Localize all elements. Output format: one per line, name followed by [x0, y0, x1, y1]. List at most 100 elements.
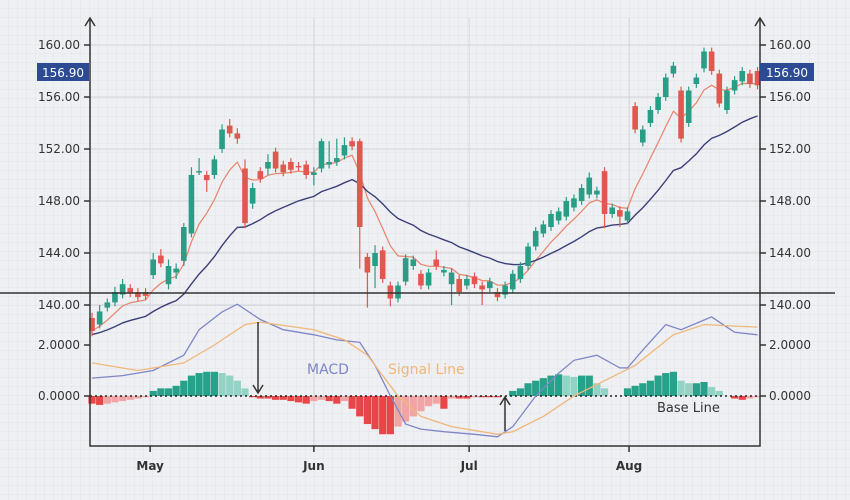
up-arrow-icon: [499, 395, 511, 431]
histogram-bar: [241, 388, 249, 396]
candle: [181, 223, 187, 266]
histogram-bar: [279, 396, 287, 400]
histogram-bar: [218, 373, 226, 396]
candle-body: [181, 227, 187, 261]
candle-body: [532, 230, 539, 247]
candle-body: [655, 97, 661, 110]
histogram-bar: [187, 375, 196, 396]
histogram-bar: [646, 380, 655, 396]
histogram-bar: [402, 396, 410, 422]
histogram-bar: [272, 396, 280, 400]
candle: [372, 245, 378, 289]
candle: [142, 288, 149, 300]
candle-body: [341, 145, 348, 156]
histogram-bar: [157, 388, 165, 396]
candle-body: [96, 311, 103, 325]
candle: [303, 160, 309, 179]
histogram-bar: [516, 388, 524, 396]
candle-body: [464, 279, 470, 286]
candle-body: [693, 77, 700, 84]
candle: [326, 141, 332, 169]
candle: [532, 227, 539, 251]
candle: [739, 67, 746, 86]
price-tick-label-left: 160.00: [38, 38, 80, 52]
candle-body: [165, 266, 172, 285]
major-grid: [90, 18, 760, 446]
histogram-bar: [685, 383, 693, 396]
candle: [349, 137, 355, 151]
candle-body: [678, 90, 684, 139]
candle: [211, 155, 218, 179]
candle: [655, 93, 661, 114]
candle-body: [555, 211, 562, 221]
svg-text:156.90: 156.90: [766, 66, 808, 80]
candle: [502, 281, 508, 299]
candle: [226, 119, 233, 138]
candle: [433, 250, 440, 270]
month-tick-label: May: [136, 459, 164, 473]
price-tick-label-left: 144.00: [38, 246, 80, 260]
down-arrow-icon: [252, 322, 264, 395]
histogram-bar: [677, 380, 685, 396]
price-tick-label-right: 148.00: [769, 194, 811, 208]
candle-body: [196, 171, 202, 173]
histogram-bar: [356, 396, 364, 417]
candle: [402, 254, 409, 286]
histogram-bar: [371, 396, 379, 430]
last-price-label-left: 156.90: [37, 63, 89, 81]
histogram-bar: [203, 371, 211, 396]
macd-tick-label-right: 2.0000: [769, 338, 811, 352]
candle: [640, 125, 646, 147]
svg-text:156.90: 156.90: [42, 66, 84, 80]
candle-body: [272, 151, 279, 169]
histogram-bar: [746, 396, 754, 399]
histogram-bar: [103, 396, 111, 404]
histogram-bar: [126, 396, 134, 400]
candle-body: [402, 258, 409, 282]
annotation-arrows: [252, 322, 511, 431]
histogram-bar: [249, 396, 257, 398]
histogram-bar: [149, 390, 157, 396]
histogram-bar: [708, 387, 716, 396]
candle: [395, 281, 401, 303]
histogram-bar: [425, 396, 433, 407]
candle-body: [640, 129, 646, 143]
candle-body: [494, 292, 501, 298]
histogram-bar: [631, 385, 639, 396]
candle-body: [540, 224, 547, 234]
macd-line: [91, 303, 758, 438]
candle: [89, 312, 95, 337]
candle: [747, 69, 753, 88]
candle: [670, 61, 677, 78]
histogram-bar: [325, 396, 333, 402]
candle-body: [624, 211, 631, 221]
candle: [571, 194, 577, 212]
candle-body: [226, 125, 233, 134]
candle: [364, 253, 371, 308]
candle: [341, 137, 348, 160]
candle-body: [372, 253, 378, 266]
price-tick-label-right: 152.00: [769, 142, 811, 156]
candle: [104, 298, 111, 312]
candle-body: [685, 90, 692, 123]
candle-body: [334, 158, 340, 162]
candle-body: [433, 259, 440, 266]
candle-body: [173, 268, 179, 273]
candle: [609, 203, 615, 218]
axes: [0, 16, 835, 447]
histogram-bar: [111, 396, 119, 403]
histogram-bar: [379, 396, 387, 435]
candle-body: [617, 210, 623, 217]
candle: [662, 73, 669, 101]
candle: [617, 206, 623, 227]
histogram-bar: [233, 380, 241, 396]
price-tick-label-left: 148.00: [38, 194, 80, 208]
histogram-bar: [753, 396, 762, 398]
candle-body: [242, 168, 248, 224]
axis-arrow-icons: [84, 16, 766, 27]
histogram-bar: [623, 388, 632, 396]
candle: [601, 167, 608, 229]
histogram-bar: [555, 374, 563, 396]
histogram-bar: [478, 396, 486, 398]
candle-body: [456, 279, 462, 292]
